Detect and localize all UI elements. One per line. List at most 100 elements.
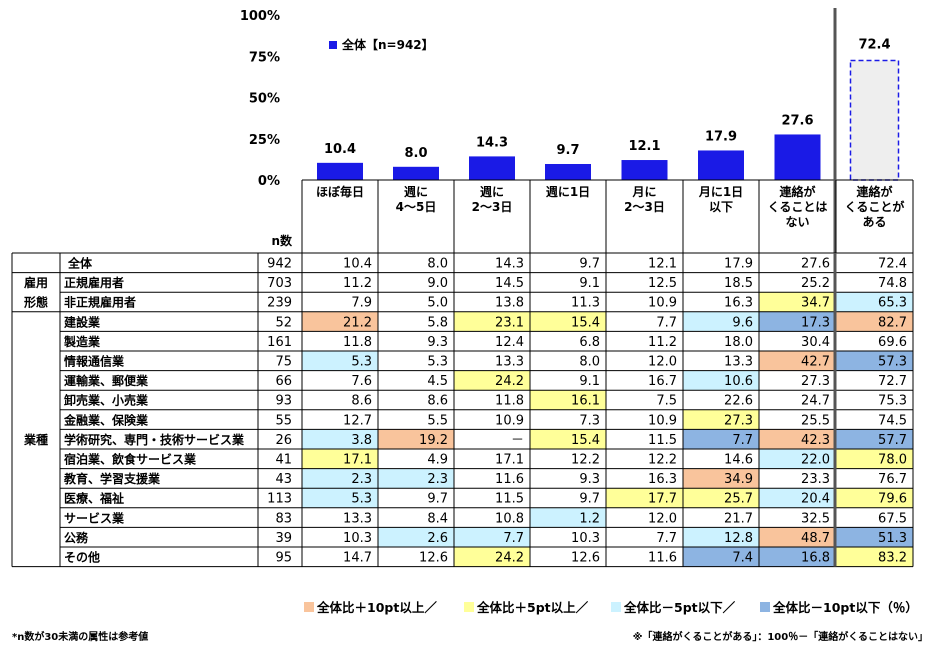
value-cell: 9.3 <box>579 472 600 487</box>
value-cell: 42.7 <box>801 355 830 370</box>
row-label: 情報通信業 <box>64 354 125 369</box>
row-label: 医療、福祉 <box>64 491 124 506</box>
value-cell: 10.4 <box>343 257 372 272</box>
value-cell: 76.7 <box>878 472 907 487</box>
value-cell: 10.8 <box>495 511 524 526</box>
value-cell: 5.5 <box>427 413 448 428</box>
value-cell: 17.3 <box>801 315 830 330</box>
row-label: 宿泊業、飲食サービス業 <box>64 452 197 467</box>
value-cell: 12.0 <box>648 511 677 526</box>
value-cell: 16.7 <box>648 374 677 389</box>
value-cell: 34.9 <box>724 472 753 487</box>
bar <box>621 160 668 180</box>
value-cell: 5.0 <box>427 296 448 311</box>
bar <box>698 150 744 180</box>
value-cell: 10.9 <box>648 413 677 428</box>
highlight-cell <box>454 370 530 391</box>
value-cell: 11.5 <box>648 433 677 448</box>
category-header-label: 2～3日 <box>624 200 665 214</box>
value-cell: 11.6 <box>495 472 524 487</box>
value-cell: 1.2 <box>579 511 600 526</box>
value-cell: 16.3 <box>648 472 677 487</box>
value-cell: 11.2 <box>648 335 677 350</box>
value-cell: 82.7 <box>878 315 907 330</box>
value-cell: 17.9 <box>724 257 753 272</box>
value-cell: 12.8 <box>724 531 753 546</box>
y-tick-label: 100% <box>240 9 280 24</box>
value-cell: 74.8 <box>878 276 907 291</box>
row-label: 非正規雇用者 <box>64 295 136 310</box>
value-cell: 78.0 <box>878 453 907 468</box>
value-cell: 14.5 <box>495 276 524 291</box>
category-header-label: 2～3日 <box>472 200 513 214</box>
row-label: 製造業 <box>63 334 101 349</box>
value-cell: 2.3 <box>351 472 372 487</box>
category-header-label: 連絡が <box>856 184 892 199</box>
highlight-cell <box>759 488 836 508</box>
value-cell: 57.7 <box>878 433 907 448</box>
highlight-cell <box>683 488 759 508</box>
value-cell: 17.1 <box>343 453 372 468</box>
value-cell: 15.4 <box>571 315 600 330</box>
row-label: 正規雇用者 <box>64 275 124 290</box>
bar <box>317 162 363 180</box>
category-header-label: くることは <box>768 200 828 214</box>
bar <box>774 134 821 180</box>
value-cell: 65.3 <box>878 296 907 311</box>
y-tick-label: 25% <box>249 133 280 148</box>
value-cell: 9.1 <box>579 276 600 291</box>
row-label: 卸売業、小売業 <box>64 393 149 408</box>
highlight-cell <box>836 429 913 449</box>
legend-label: 全体比＋5pt以上／ <box>476 600 589 615</box>
highlight-cell <box>759 351 836 371</box>
value-cell: 22.6 <box>724 394 753 409</box>
legend-swatch <box>611 602 621 612</box>
value-cell: 13.3 <box>495 355 524 370</box>
category-header-label: 4～5日 <box>396 200 437 214</box>
highlight-cell <box>683 311 759 332</box>
value-cell: 17.7 <box>648 492 677 507</box>
value-cell: 27.3 <box>724 413 753 428</box>
value-cell: 10.9 <box>495 413 524 428</box>
value-cell: 13.3 <box>724 355 753 370</box>
value-cell: 12.6 <box>571 551 600 566</box>
bar <box>545 163 591 180</box>
bar-value-label: 12.1 <box>628 139 660 154</box>
value-cell: 9.7 <box>427 492 448 507</box>
n-count-cell: 52 <box>275 315 292 330</box>
legend-label: 全体比－10pt以下（％） <box>772 600 918 615</box>
value-cell: 16.3 <box>724 296 753 311</box>
value-cell: 72.4 <box>878 257 907 272</box>
note-left: *n数が30未満の属性は参考値 <box>12 630 148 643</box>
value-cell: 4.9 <box>427 453 448 468</box>
value-cell: 32.5 <box>801 511 830 526</box>
category-header-label: ほぼ毎日 <box>316 184 364 199</box>
n-count-cell: 942 <box>267 257 292 272</box>
value-cell: 25.2 <box>801 276 830 291</box>
value-cell: 18.5 <box>724 276 753 291</box>
highlight-cell <box>836 292 913 312</box>
value-cell: 7.4 <box>732 551 753 566</box>
n-count-cell: 26 <box>275 433 292 448</box>
highlight-cell <box>836 527 913 547</box>
value-cell: 10.9 <box>648 296 677 311</box>
bar <box>393 166 439 180</box>
highlight-cell <box>836 449 913 469</box>
group-label: 業種 <box>23 432 48 447</box>
value-cell: 7.7 <box>656 315 677 330</box>
value-cell: 6.8 <box>579 335 600 350</box>
highlight-cell <box>759 527 836 547</box>
highlight-cell <box>759 311 836 332</box>
n-count-cell: 75 <box>275 355 292 370</box>
category-header-label: ない <box>785 215 809 229</box>
value-cell: 24.2 <box>495 551 524 566</box>
value-cell: 24.7 <box>801 394 830 409</box>
value-cell: 23.1 <box>495 315 524 330</box>
value-cell: 18.0 <box>724 335 753 350</box>
row-label: その他 <box>64 550 100 565</box>
value-cell: 5.3 <box>351 355 372 370</box>
highlight-cell <box>683 429 759 449</box>
group-label: 形態 <box>24 295 48 310</box>
legend-swatch <box>464 602 474 612</box>
